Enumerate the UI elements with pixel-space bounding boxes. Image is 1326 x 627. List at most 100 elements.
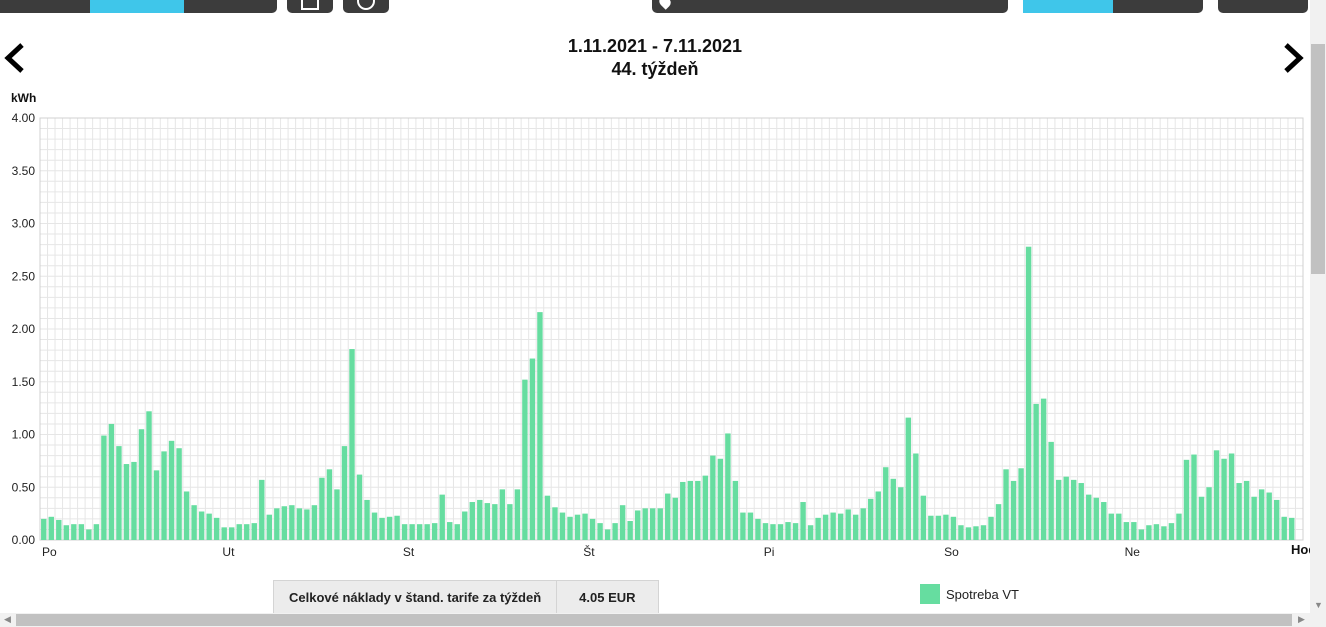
toolbar-extra-button[interactable] [1218,0,1308,13]
bar [311,505,318,540]
location-select[interactable] [652,0,1008,13]
bar [928,515,934,540]
bar [101,435,107,540]
bar [642,508,648,540]
bar [619,505,626,540]
bar [289,505,295,540]
toolbar-segment-left[interactable] [0,0,90,13]
bar [349,349,355,540]
bar [1025,246,1032,540]
chart-legend[interactable]: Spotreba VT [920,584,1019,604]
bar [409,524,415,540]
y-tick-label: 3.00 [12,217,36,231]
bar [755,518,761,540]
toolbar-segment-right[interactable] [184,0,277,13]
bar [1281,516,1287,540]
x-axis-end-label: Hod [1291,542,1310,557]
bar [1018,468,1024,540]
bar [416,524,423,540]
bar [116,446,122,540]
scroll-left-arrow[interactable]: ◀ [4,614,11,624]
y-tick-label: 1.50 [12,375,36,389]
bar [1116,513,1122,540]
bar [1003,469,1009,540]
bar [725,433,731,540]
bar [1048,441,1054,540]
bar [920,495,927,540]
bar [702,475,709,540]
week-title: 44. týždeň [611,59,699,79]
bar [1266,492,1272,540]
bar [176,448,182,540]
next-week-button[interactable] [1276,40,1310,76]
bar [484,503,491,540]
scroll-right-arrow[interactable]: ▶ [1298,614,1305,624]
bar [1070,479,1077,540]
bar [371,512,378,540]
clock-icon [357,0,375,10]
y-tick-label: 0.50 [12,480,36,494]
bar [732,480,739,540]
bar [883,467,889,540]
bar [1228,453,1235,540]
bar [529,358,536,540]
bar [334,489,340,540]
bar [499,489,506,540]
bar [634,510,641,540]
bar [905,417,912,540]
bar [131,461,137,540]
bar [514,489,521,540]
bar [41,518,47,540]
consumption-chart: 0.00 0.50 1.00 1.50 2.00 2.50 3.00 3.50 4.00 kWh P… [11,91,1310,559]
bar [935,515,942,540]
bar [567,516,573,540]
prev-week-button[interactable] [0,40,34,76]
bar [48,516,54,540]
calendar-button[interactable] [287,0,333,13]
scroll-down-arrow[interactable]: ▼ [1314,600,1323,610]
bar [213,517,220,540]
bar [447,522,453,540]
bar [492,504,498,540]
bar [1168,523,1175,540]
cost-summary-value: 4.05 EUR [556,581,658,613]
bar [86,529,92,540]
y-tick-label: 3.50 [12,164,36,178]
bar [559,512,566,540]
toolbar-view-other[interactable] [1113,0,1203,13]
bar [251,523,257,540]
bar [815,517,821,540]
bar [1131,522,1137,540]
bar [649,508,656,540]
bar [1146,525,1152,540]
bar [108,423,115,540]
y-tick-label: 1.00 [12,428,36,442]
bar [56,519,62,540]
toolbar-view-active[interactable] [1023,0,1113,13]
bar [1078,483,1084,540]
bar [717,458,724,540]
bar [792,523,799,540]
bar [304,509,310,540]
clock-button[interactable] [343,0,389,13]
bar [522,379,528,540]
bar [672,497,678,540]
bar [1198,496,1205,540]
bar [574,514,581,540]
y-tick-label: 4.00 [12,111,36,125]
bar [1251,496,1257,540]
bar [687,480,694,540]
bar [168,440,175,540]
bar [830,512,836,540]
bar [747,512,754,540]
bar [1108,513,1115,540]
bar [341,446,348,540]
bar [236,524,242,540]
bar [1258,489,1265,540]
bar [462,511,468,540]
horizontal-scrollbar-thumb[interactable] [16,614,1292,626]
toolbar-segment-active[interactable] [90,0,184,13]
bar [123,464,130,540]
bar [146,411,152,540]
vertical-scrollbar-thumb[interactable] [1311,44,1325,274]
